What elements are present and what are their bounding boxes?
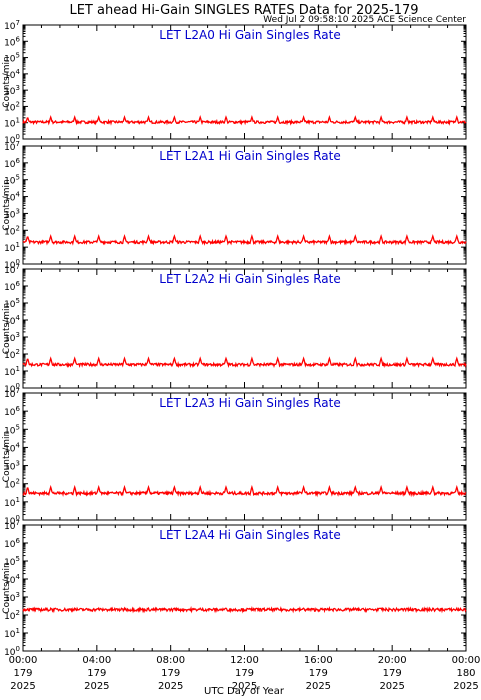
y-tick-label: 100 (4, 133, 20, 146)
chart-subtitle: Wed Jul 2 09:58:10 2025 ACE Science Cent… (263, 15, 466, 25)
y-tick-label: 106 (4, 537, 20, 550)
x-tick-doy: 179 (383, 668, 402, 679)
x-tick-year: 2025 (84, 681, 109, 692)
x-tick-time: 16:00 (304, 655, 333, 666)
x-tick-label-group: 12:00 179 2025 (230, 655, 259, 692)
y-tick-label: 107 (4, 140, 20, 153)
x-tick-year: 2025 (379, 681, 404, 692)
x-tick-doy: 179 (13, 668, 32, 679)
panel-title: LET L2A4 Hi Gain Singles Rate (159, 528, 340, 542)
y-tick-label: 104 (4, 314, 20, 327)
y-tick-label: 106 (4, 405, 20, 418)
chart-title: LET ahead Hi-Gain SINGLES RATES Data for… (69, 3, 418, 18)
x-tick-label-group: 00:00 179 2025 (9, 655, 38, 692)
y-tick-label: 103 (4, 591, 20, 604)
panel-title: LET L2A1 Hi Gain Singles Rate (159, 149, 340, 163)
x-tick-doy: 179 (87, 668, 106, 679)
y-tick-label: 105 (4, 423, 20, 436)
panel-title: LET L2A2 Hi Gain Singles Rate (159, 272, 340, 286)
x-tick-time: 12:00 (230, 655, 259, 666)
panel-frame (22, 145, 467, 265)
y-tick-label: 102 (4, 100, 20, 113)
y-tick-label: 107 (4, 19, 20, 32)
series-line (22, 605, 467, 614)
panel-frame (22, 392, 467, 521)
y-tick-label: 107 (4, 263, 20, 276)
x-tick-label-group: 20:00 179 2025 (378, 655, 407, 692)
panel-frame (22, 268, 467, 389)
x-tick-year: 2025 (10, 681, 35, 692)
x-tick-label-group: 00:00 180 2025 (452, 655, 481, 692)
series-line (22, 484, 467, 498)
y-axis-label: Counts/min (2, 303, 12, 354)
y-axis-label: Counts/min (2, 562, 12, 613)
y-tick-label: 104 (4, 573, 20, 586)
y-tick-label: 105 (4, 555, 20, 568)
x-tick-doy: 179 (161, 668, 180, 679)
y-tick-label: 101 (4, 241, 20, 254)
y-tick-label: 103 (4, 207, 20, 220)
y-tick-label: 106 (4, 280, 20, 293)
y-tick-label: 104 (4, 441, 20, 454)
panel-0: 100 101 102 103 104 105 106 107 Counts/min LET L2… (2, 19, 467, 146)
x-axis-title: UTC Day of Year (204, 686, 285, 697)
panel-title: LET L2A3 Hi Gain Singles Rate (159, 396, 340, 410)
y-tick-label: 102 (4, 478, 20, 491)
series-line (22, 233, 467, 246)
x-tick-time: 00:00 (9, 655, 38, 666)
panel-title: LET L2A0 Hi Gain Singles Rate (159, 28, 340, 42)
y-tick-label: 106 (4, 35, 20, 48)
x-tick-time: 04:00 (82, 655, 111, 666)
y-tick-label: 103 (4, 331, 20, 344)
y-tick-label: 103 (4, 460, 20, 473)
y-tick-label: 105 (4, 52, 20, 65)
y-tick-label: 100 (4, 645, 20, 658)
x-tick-year: 2025 (453, 681, 478, 692)
x-tick-doy: 179 (235, 668, 254, 679)
y-tick-label: 102 (4, 348, 20, 361)
x-tick-year: 2025 (306, 681, 331, 692)
panel-3: 100 101 102 103 104 105 106 107 Counts/min LET L2… (2, 387, 467, 527)
y-tick-label: 102 (4, 609, 20, 622)
y-tick-label: 101 (4, 117, 20, 130)
y-tick-label: 100 (4, 514, 20, 527)
panel-1: 100 101 102 103 104 105 106 107 Counts/min LET L2… (2, 140, 467, 271)
x-tick-doy: 179 (309, 668, 328, 679)
y-tick-label: 101 (4, 496, 20, 509)
y-tick-label: 101 (4, 627, 20, 640)
series-line (22, 115, 467, 126)
y-tick-label: 107 (4, 387, 20, 400)
panel-2: 100 101 102 103 104 105 106 107 Counts/min LET L2… (2, 263, 467, 395)
y-tick-label: 104 (4, 68, 20, 81)
y-tick-label: 105 (4, 297, 20, 310)
x-tick-year: 2025 (232, 681, 257, 692)
y-tick-label: 102 (4, 224, 20, 237)
y-tick-label: 105 (4, 174, 20, 187)
y-tick-label: 101 (4, 365, 20, 378)
series-line (22, 356, 467, 369)
panel-4: 100 101 102 103 104 105 106 107 Counts/min LET L2… (2, 519, 467, 658)
x-tick-label-group: 16:00 179 2025 (304, 655, 333, 692)
x-axis: 00:00179202504:00179202508:00179202512:0… (9, 655, 481, 692)
x-tick-time: 00:00 (452, 655, 481, 666)
x-tick-label-group: 08:00 179 2025 (156, 655, 185, 692)
y-axis-label: Counts/min (2, 179, 12, 230)
y-tick-label: 104 (4, 191, 20, 204)
x-tick-doy: 180 (456, 668, 475, 679)
x-tick-year: 2025 (158, 681, 183, 692)
y-axis-label: Counts/min (2, 56, 12, 107)
y-tick-label: 107 (4, 519, 20, 532)
x-tick-time: 08:00 (156, 655, 185, 666)
y-axis-label: Counts/min (2, 431, 12, 482)
x-tick-time: 20:00 (378, 655, 407, 666)
x-tick-label-group: 04:00 179 2025 (82, 655, 111, 692)
panels: 100 101 102 103 104 105 106 107 Counts/min LET L2… (2, 19, 467, 658)
y-tick-label: 100 (4, 382, 20, 395)
y-tick-label: 103 (4, 84, 20, 97)
y-tick-label: 106 (4, 157, 20, 170)
panel-frame (22, 524, 467, 652)
y-tick-label: 100 (4, 258, 20, 271)
